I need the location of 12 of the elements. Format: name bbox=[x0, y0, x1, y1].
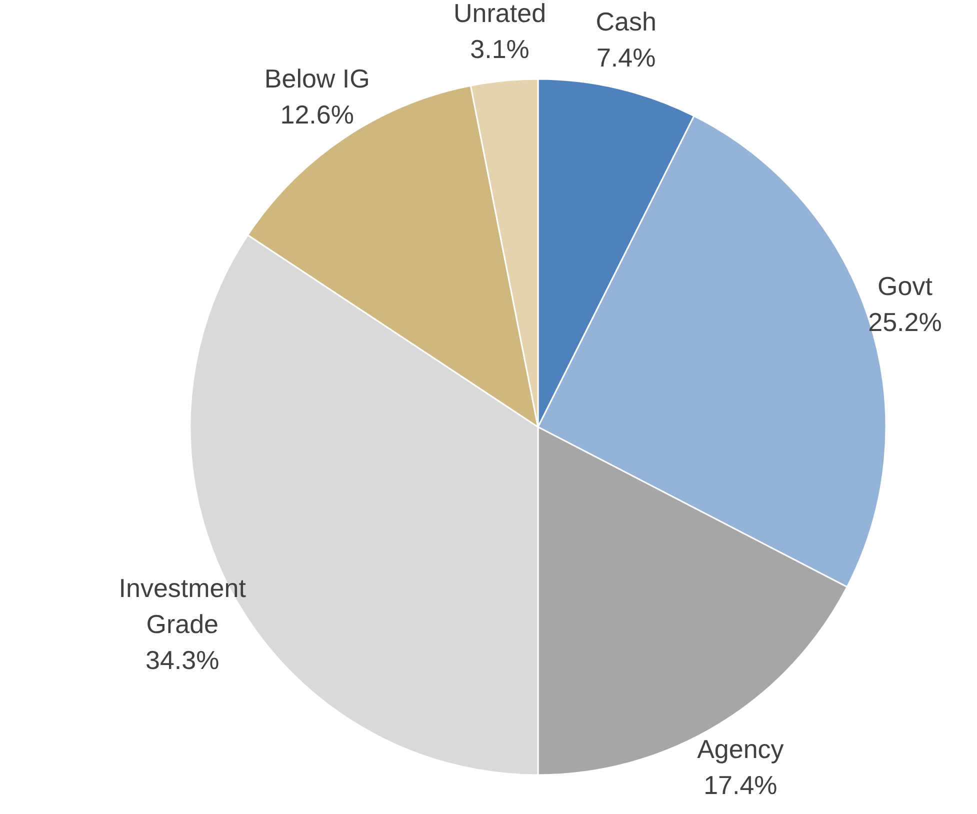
slice-label: Agency bbox=[697, 734, 784, 764]
slice-label: Cash bbox=[596, 6, 656, 37]
slice-label: Below IG bbox=[264, 63, 370, 94]
data-label: 17.4% bbox=[704, 770, 778, 800]
data-label: 34.3% bbox=[146, 644, 220, 675]
data-label: 3.1% bbox=[470, 34, 530, 64]
slice-label: Investment Grade bbox=[118, 572, 247, 639]
slice-label: Govt bbox=[878, 271, 934, 302]
data-label: 25.2% bbox=[868, 307, 942, 338]
data-label: 12.6% bbox=[280, 99, 354, 130]
slice-label: Unrated bbox=[454, 0, 546, 28]
data-label: 7.4% bbox=[596, 42, 656, 73]
